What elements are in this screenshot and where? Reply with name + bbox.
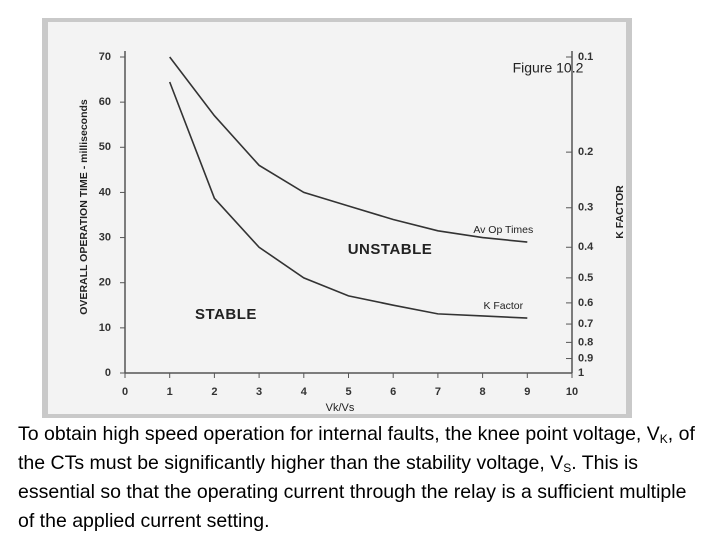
y2-tick-label: 0.2: [578, 146, 593, 158]
x-tick-label: 2: [211, 386, 217, 398]
y-tick-label: 50: [99, 141, 111, 153]
x-tick-label: 1: [167, 386, 173, 398]
y-tick-label: 70: [99, 51, 111, 63]
x-tick-label: 0: [122, 386, 128, 398]
y2-tick-label: 0.7: [578, 318, 593, 330]
annotation: STABLE: [195, 306, 257, 323]
y2-tick-label: 0.5: [578, 272, 593, 284]
subscript: S: [563, 461, 572, 475]
y-tick-label: 20: [99, 277, 111, 289]
y-tick-label: 40: [99, 186, 111, 198]
x-axis-label: Vk/Vs: [326, 402, 355, 414]
caption: To obtain high speed operation for inter…: [18, 420, 708, 536]
subscript: K: [659, 432, 668, 446]
x-tick-label: 7: [435, 386, 441, 398]
chart-title: Figure 10.2: [513, 60, 584, 76]
series-line: [169, 56, 528, 243]
y-tick-label: 0: [105, 367, 111, 379]
series-label: K Factor: [483, 300, 523, 312]
y2-tick-label: 0.9: [578, 352, 593, 364]
y2-tick-label: 0.6: [578, 297, 593, 309]
y2-tick-label: 0.1: [578, 51, 593, 63]
y-tick-label: 60: [99, 96, 111, 108]
x-tick-label: 4: [301, 386, 308, 398]
plot-background: [48, 22, 626, 414]
y-axis-label: OVERALL OPERATION TIME - milliseconds: [78, 99, 90, 315]
x-tick-label: 8: [480, 386, 486, 398]
series-line: [168, 81, 528, 319]
y-tick-label: 30: [99, 231, 111, 243]
y-tick-label: 10: [99, 322, 111, 334]
chart: Figure 10.2 OVERALL OPERATION TIME - mil…: [42, 18, 632, 418]
x-tick-label: 3: [256, 386, 262, 398]
x-tick-label: 5: [345, 386, 351, 398]
caption-text: To obtain high speed operation for inter…: [18, 423, 660, 445]
series-label: Av Op Times: [473, 224, 533, 236]
caption-text: . This is essential so that the operatin…: [18, 452, 687, 532]
x-tick-label: 9: [524, 386, 530, 398]
x-tick-label: 10: [566, 386, 578, 398]
x-tick-label: 6: [390, 386, 396, 398]
annotation: UNSTABLE: [348, 241, 433, 258]
y2-tick-label: 0.8: [578, 336, 593, 348]
y2-tick-label: 0.4: [578, 241, 594, 253]
y2-axis-label: K FACTOR: [614, 185, 626, 239]
y2-tick-label: 0.3: [578, 202, 593, 214]
caption-text: , of the CTs must be significantly highe…: [18, 423, 695, 474]
y2-tick-label: 1: [578, 367, 584, 379]
